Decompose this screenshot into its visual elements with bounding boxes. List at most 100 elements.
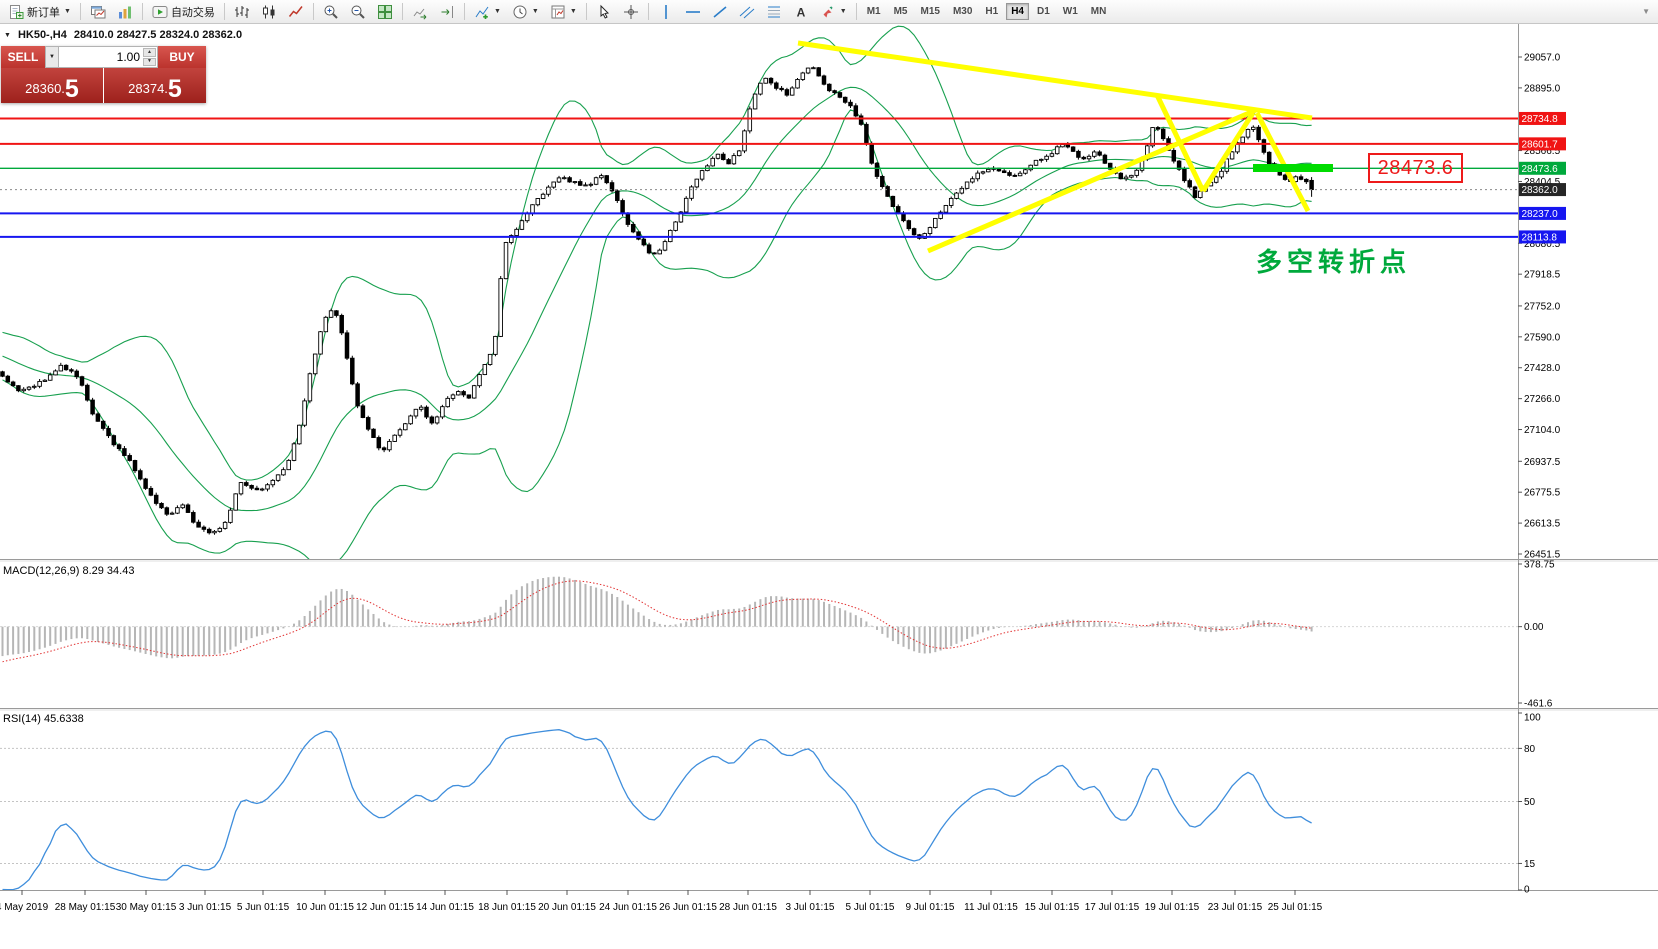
new-chart-button[interactable] — [85, 1, 111, 22]
svg-text:26613.5: 26613.5 — [1524, 519, 1561, 530]
symbol-ohlc: 28410.0 28427.5 28324.0 28362.0 — [73, 29, 243, 41]
cursor-icon — [596, 4, 612, 20]
spinner-down-icon[interactable]: ▼ — [143, 57, 156, 66]
tile-windows-icon — [377, 4, 393, 20]
auto-scroll-icon — [412, 4, 428, 20]
svg-text:18 Jun 01:15: 18 Jun 01:15 — [478, 902, 536, 913]
svg-text:26775.5: 26775.5 — [1524, 488, 1561, 499]
indicators-button[interactable]: ▼ — [469, 1, 506, 22]
timeframe-h1-button[interactable]: H1 — [985, 6, 999, 17]
pivot-annotation-text: 多空转折点 — [1256, 247, 1412, 277]
svg-text:3 Jul 01:15: 3 Jul 01:15 — [786, 902, 835, 913]
cursor-button[interactable] — [591, 1, 617, 22]
autotrading-icon — [152, 4, 168, 20]
new-order-icon — [8, 4, 24, 20]
spinner-up-icon[interactable]: ▲ — [143, 48, 156, 57]
vline-tool-button[interactable] — [653, 1, 679, 22]
zoom-in-button[interactable] — [318, 1, 344, 22]
svg-text:28566.5: 28566.5 — [1524, 146, 1561, 157]
chart-symbol-header: ▼ HK50-,H4 28410.0 28427.5 28324.0 28362… — [4, 29, 242, 41]
macd-histogram — [1, 576, 1313, 659]
svg-text:28601.7: 28601.7 — [1522, 139, 1559, 150]
fibo-tool-button[interactable] — [761, 1, 787, 22]
auto-scroll-button[interactable] — [407, 1, 433, 22]
price-scale[interactable]: 29057.0 28895.0 28566.5 28404.5 28080.5 27918… — [1518, 53, 1566, 896]
trade-options-dropdown[interactable]: ▼ — [45, 46, 59, 68]
sell-price-pip: 5 — [64, 74, 79, 103]
price-scale-label-box — [1519, 230, 1566, 244]
svg-text:80: 80 — [1524, 744, 1536, 755]
time-axis-line — [0, 890, 1658, 891]
svg-text:28 Jun 01:15: 28 Jun 01:15 — [719, 902, 777, 913]
chart-shift-button[interactable] — [434, 1, 460, 22]
tile-windows-button[interactable] — [372, 1, 398, 22]
candles-mode-button[interactable] — [256, 1, 282, 22]
toolbar-separator — [585, 3, 587, 20]
zoom-in-icon — [323, 4, 339, 20]
svg-text:50: 50 — [1524, 797, 1536, 808]
timeframe-m15-button[interactable]: M15 — [920, 6, 940, 17]
svg-text:27428.0: 27428.0 — [1524, 363, 1561, 374]
volume-value: 1.00 — [116, 50, 140, 64]
timeframe-m1-button[interactable]: M1 — [866, 6, 881, 17]
svg-text:3 Jun 01:15: 3 Jun 01:15 — [179, 902, 232, 913]
svg-text:28113.8: 28113.8 — [1522, 232, 1558, 243]
new-order-button[interactable]: 新订单 ▼ — [3, 1, 76, 22]
rsi-line — [2, 729, 1312, 891]
timeframe-m30-button[interactable]: M30 — [952, 6, 973, 17]
line-chart-icon — [288, 4, 304, 20]
sell-price-main: 28360. — [25, 81, 65, 96]
timeframe-w1-button[interactable]: W1 — [1062, 6, 1078, 17]
panel-divider[interactable] — [0, 708, 1658, 709]
chart-canvas[interactable]: 29057.0 28895.0 28566.5 28404.5 28080.5 27918… — [0, 24, 1658, 949]
svg-text:19 Jul 01:15: 19 Jul 01:15 — [1145, 902, 1200, 913]
svg-text:5 Jul 01:15: 5 Jul 01:15 — [846, 902, 895, 913]
bars-mode-button[interactable] — [229, 1, 255, 22]
periods-icon — [512, 4, 528, 20]
sell-price-button[interactable]: 28360. 5 — [1, 68, 103, 103]
svg-text:27266.0: 27266.0 — [1524, 394, 1561, 405]
sell-button[interactable]: SELL — [1, 46, 45, 68]
toolbar: 新订单 ▼ 自动交易 ▼ ▼ ▼ A ▼ M1 M5 M15 M30 H1 H4 D1 W1 MN ▼ — [0, 0, 1658, 24]
panel-divider[interactable] — [0, 559, 1658, 560]
zoom-out-button[interactable] — [345, 1, 371, 22]
channel-icon — [739, 4, 755, 20]
svg-text:0.00: 0.00 — [1524, 622, 1544, 633]
panel-collapse-icon[interactable]: ▼ — [4, 31, 11, 39]
timeframe-d1-button[interactable]: D1 — [1037, 6, 1050, 17]
templates-icon — [550, 4, 566, 20]
buy-price-button[interactable]: 28374. 5 — [104, 68, 206, 103]
timeframe-h4-button[interactable]: H4 — [1006, 3, 1029, 20]
candlestick-icon — [261, 4, 277, 20]
timeframe-mn-button[interactable]: MN — [1090, 6, 1107, 17]
toolbar-overflow-icon[interactable]: ▼ — [1642, 7, 1650, 16]
chart-window-icon — [90, 4, 106, 20]
svg-text:20 Jun 01:15: 20 Jun 01:15 — [538, 902, 596, 913]
svg-text:4 May 2019: 4 May 2019 — [0, 902, 49, 913]
auto-trading-button[interactable]: 自动交易 — [147, 1, 220, 22]
text-tool-button[interactable]: A — [788, 1, 814, 22]
templates-button[interactable]: ▼ — [545, 1, 582, 22]
trendline-tool-button[interactable] — [707, 1, 733, 22]
svg-text:24 Jun 01:15: 24 Jun 01:15 — [599, 902, 657, 913]
crosshair-button[interactable] — [618, 1, 644, 22]
buy-button[interactable]: BUY — [158, 46, 206, 68]
volume-input[interactable]: 1.00 ▲ ▼ — [59, 46, 158, 68]
line-mode-button[interactable] — [283, 1, 309, 22]
periods-button[interactable]: ▼ — [507, 1, 544, 22]
profiles-icon — [117, 4, 133, 20]
arrows-tool-button[interactable]: ▼ — [815, 1, 852, 22]
buy-price-main: 28374. — [128, 81, 168, 96]
toolbar-button-label: 新订单 — [27, 6, 60, 19]
svg-text:23 Jul 01:15: 23 Jul 01:15 — [1208, 902, 1263, 913]
time-axis[interactable]: 4 May 2019 28 May 01:15 30 May 01:15 3 Jun … — [0, 890, 1323, 913]
profiles-button[interactable] — [112, 1, 138, 22]
fibonacci-icon — [766, 4, 782, 20]
hline-tool-button[interactable] — [680, 1, 706, 22]
timeframe-m5-button[interactable]: M5 — [893, 6, 908, 17]
channel-tool-button[interactable] — [734, 1, 760, 22]
horizontal-line-icon — [685, 4, 701, 20]
svg-text:9 Jul 01:15: 9 Jul 01:15 — [906, 902, 955, 913]
yellow-trendlines[interactable] — [797, 40, 1313, 254]
svg-text:17 Jul 01:15: 17 Jul 01:15 — [1085, 902, 1140, 913]
